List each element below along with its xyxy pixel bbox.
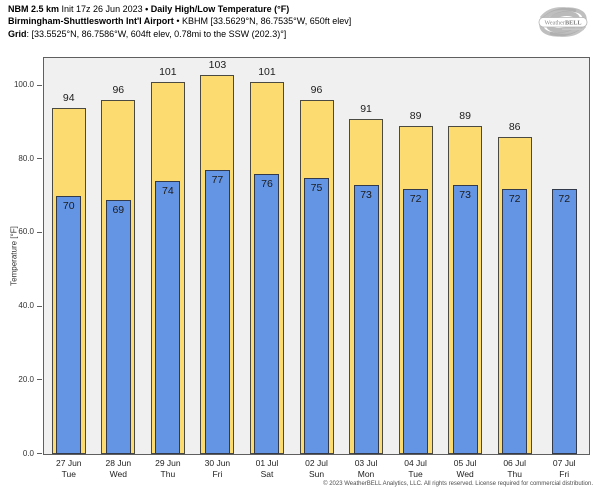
bar-low-label: 76 bbox=[261, 178, 273, 191]
bar-high-label: 86 bbox=[508, 121, 521, 134]
y-tick-label: 60.0 bbox=[18, 227, 34, 237]
y-tick-mark bbox=[37, 231, 42, 233]
x-tick-label: 30 Jun Fri bbox=[191, 458, 243, 480]
bar-low bbox=[353, 185, 379, 454]
y-tick-mark bbox=[37, 453, 42, 454]
chart-title: Daily High/Low Temperature (°F) bbox=[150, 4, 290, 14]
y-tick-mark bbox=[37, 305, 42, 307]
grid-label: Grid bbox=[8, 28, 27, 39]
x-tick-weekday: Mon bbox=[357, 469, 375, 479]
bar-low bbox=[204, 170, 230, 454]
bar-high-label: 89 bbox=[409, 110, 422, 123]
grid-coords: : [33.5525°N, 86.7586°W, 604ft elev, 0.7… bbox=[26, 28, 287, 39]
bar-low-label: 73 bbox=[459, 189, 471, 202]
bullet-separator: • bbox=[145, 4, 151, 14]
x-tick-date: 06 Jul bbox=[503, 458, 527, 468]
y-tick-mark bbox=[37, 84, 42, 86]
bar-low-label: 73 bbox=[360, 189, 372, 202]
bar-low bbox=[502, 188, 528, 454]
weatherbell-logo: WeatherBELL bbox=[532, 2, 594, 44]
x-tick-label: 01 Jul Sat bbox=[241, 458, 293, 480]
x-tick-label: 28 Jun Wed bbox=[92, 458, 144, 480]
svg-text:WeatherBELL: WeatherBELL bbox=[545, 20, 582, 27]
bar-high-label: 94 bbox=[62, 91, 75, 104]
x-tick-label: 27 Jun Tue bbox=[43, 458, 95, 480]
footer-copyright: © 2023 WeatherBELL Analytics, LLC. All r… bbox=[323, 481, 593, 487]
logo-text-weather: Weather bbox=[545, 20, 565, 27]
station-name: Birmingham-Shuttlesworth Int'l Airport bbox=[8, 16, 174, 27]
x-tick-weekday: Sun bbox=[308, 469, 325, 479]
bar-high-label: 103 bbox=[208, 58, 227, 71]
header-line-2: Birmingham-Shuttlesworth Int'l Airport •… bbox=[8, 16, 352, 27]
station-coords: KBHM [33.5629°N, 86.7535°W, 650ft elev] bbox=[181, 16, 352, 27]
bar-low bbox=[254, 174, 280, 454]
x-tick-date: 29 Jun bbox=[155, 458, 181, 468]
x-tick-label: 29 Jun Thu bbox=[142, 458, 194, 480]
bar-low-label: 75 bbox=[310, 181, 323, 194]
bar-high-label: 101 bbox=[258, 65, 276, 78]
x-tick-weekday: Tue bbox=[61, 469, 76, 479]
bar-high-label: 96 bbox=[310, 84, 323, 97]
x-tick-weekday: Thu bbox=[160, 469, 176, 479]
x-tick-weekday: Fri bbox=[212, 469, 223, 479]
bar-low-label: 72 bbox=[508, 192, 521, 205]
x-tick-weekday: Tue bbox=[408, 469, 423, 479]
y-tick-label: 40.0 bbox=[18, 301, 34, 311]
x-tick-weekday: Wed bbox=[456, 469, 474, 479]
x-tick-date: 05 Jul bbox=[453, 458, 477, 468]
x-tick-date: 28 Jun bbox=[105, 458, 132, 468]
y-tick-mark bbox=[37, 158, 42, 160]
bar-high-label: 96 bbox=[112, 84, 125, 97]
x-tick-date: 02 Jul bbox=[305, 458, 328, 468]
x-tick-date: 03 Jul bbox=[354, 458, 378, 468]
x-tick-date: 30 Jun bbox=[204, 458, 231, 468]
bar-low bbox=[304, 177, 329, 454]
x-tick-label: 06 Jul Thu bbox=[489, 458, 541, 480]
hurricane-swirl-icon: WeatherBELL bbox=[538, 7, 588, 37]
y-tick-mark bbox=[37, 379, 42, 381]
x-tick-date: 07 Jul bbox=[552, 458, 576, 468]
x-tick-weekday: Fri bbox=[559, 469, 570, 479]
bar-low bbox=[551, 188, 577, 454]
x-tick-weekday: Thu bbox=[507, 469, 522, 479]
bar-low bbox=[452, 185, 478, 454]
header-line-1: NBM 2.5 km Init 17z 26 Jun 2023 • Daily … bbox=[8, 4, 290, 14]
y-tick-label: 100.0 bbox=[13, 80, 34, 90]
bar-high-label: 89 bbox=[459, 110, 471, 123]
bar-low bbox=[56, 196, 82, 454]
header-line-3: Grid: [33.5525°N, 86.7586°W, 604ft elev,… bbox=[8, 28, 351, 40]
x-tick-weekday: Sat bbox=[260, 469, 274, 479]
x-tick-label: 05 Jul Wed bbox=[439, 458, 491, 480]
plot-area: 0.0 20.0 40.0 60.0 80.0 100.0 94 70 27 Jun Tue 96 6… bbox=[14, 57, 590, 479]
x-tick-weekday: Wed bbox=[109, 469, 127, 479]
bar-low-label: 70 bbox=[62, 200, 75, 213]
y-tick-label: 20.0 bbox=[18, 374, 34, 384]
bar-low bbox=[105, 199, 131, 454]
bar-low-label: 72 bbox=[409, 192, 422, 205]
x-tick-date: 27 Jun bbox=[56, 458, 82, 468]
logo-text-bell: BELL bbox=[565, 20, 582, 27]
chart-header: NBM 2.5 km Init 17z 26 Jun 2023 • Daily … bbox=[8, 3, 351, 40]
x-tick-date: 04 Jul bbox=[404, 458, 427, 468]
bar-low-label: 72 bbox=[558, 192, 571, 205]
x-tick-date: 01 Jul bbox=[255, 458, 279, 468]
bar-high-label: 91 bbox=[360, 102, 372, 115]
y-tick-label: 80.0 bbox=[18, 153, 34, 163]
bar-high-label: 101 bbox=[159, 65, 177, 78]
bar-low-label: 74 bbox=[162, 185, 174, 198]
x-tick-label: 02 Jul Sun bbox=[291, 458, 343, 480]
bar-low bbox=[155, 181, 181, 454]
x-tick-label: 07 Jul Fri bbox=[538, 458, 590, 480]
bar-low bbox=[403, 188, 429, 454]
bar-low-label: 77 bbox=[211, 174, 224, 187]
x-tick-label: 04 Jul Tue bbox=[390, 458, 442, 480]
x-tick-label: 03 Jul Mon bbox=[340, 458, 392, 480]
bar-low-label: 69 bbox=[112, 203, 125, 216]
model-name: NBM 2.5 km bbox=[8, 4, 60, 14]
y-tick-label: 0.0 bbox=[22, 448, 34, 458]
